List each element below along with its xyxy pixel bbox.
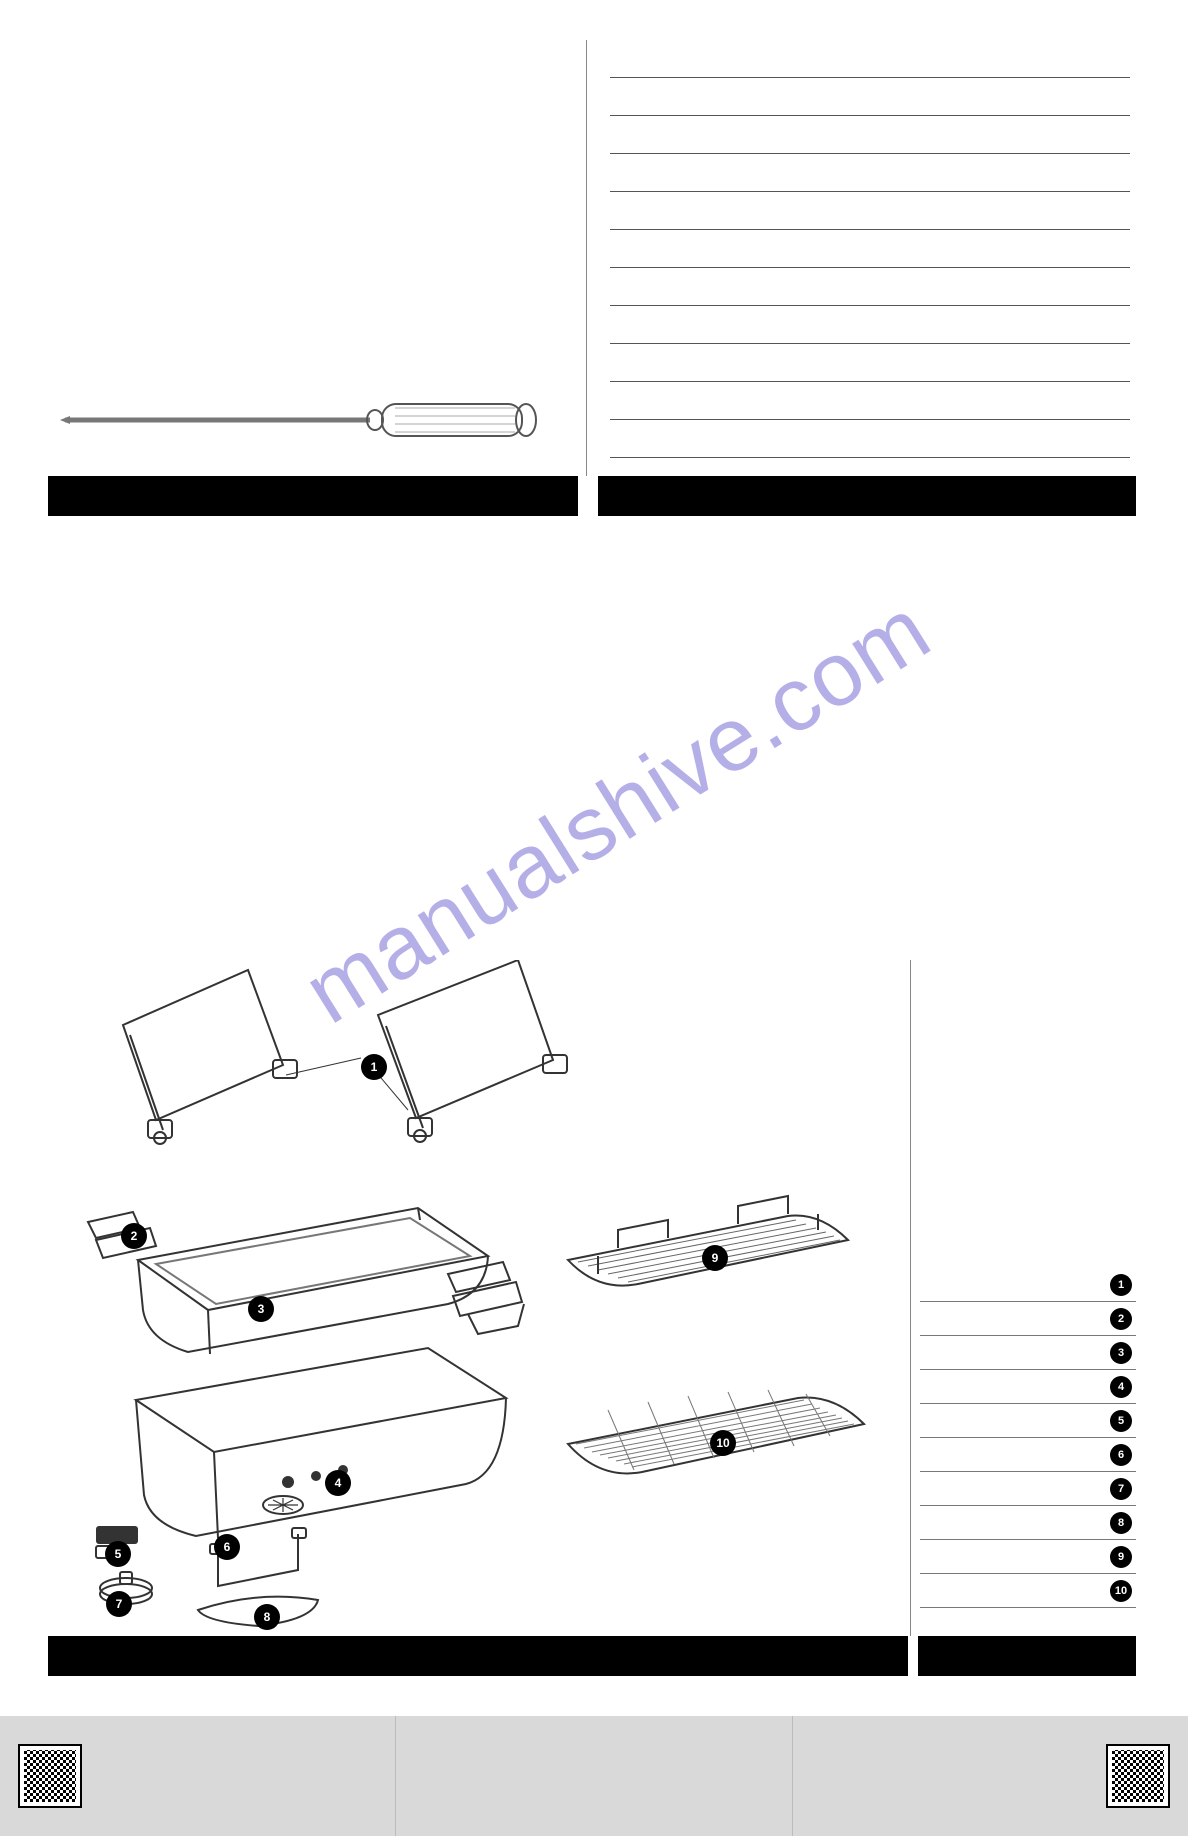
callout-charcoal-grate: 9 [702, 1245, 728, 1271]
parts-row: 9 [920, 1540, 1136, 1574]
callout-label-plate: 5 [105, 1541, 131, 1567]
section-bar-parts [918, 1636, 1136, 1676]
toc-row [610, 382, 1130, 420]
callout-lid-handle: 8 [254, 1604, 280, 1630]
qr-code-left [20, 1746, 80, 1806]
toc-row [610, 192, 1130, 230]
section-bar-tools [48, 476, 578, 516]
callout-legs: 1 [361, 1054, 387, 1080]
parts-row: 6 [920, 1438, 1136, 1472]
callout-bracket: 6 [214, 1534, 240, 1560]
toc-row [610, 78, 1130, 116]
toc-row [610, 40, 1130, 78]
parts-row: 3 [920, 1336, 1136, 1370]
parts-row: 10 [920, 1574, 1136, 1608]
parts-row: 1 [920, 1268, 1136, 1302]
footer-middle [396, 1716, 792, 1836]
screwdriver-illustration [60, 390, 540, 450]
toc-row [610, 230, 1130, 268]
toc-row [610, 154, 1130, 192]
parts-row: 2 [920, 1302, 1136, 1336]
table-of-contents [610, 40, 1130, 458]
callout-cooking-grate: 10 [710, 1430, 736, 1456]
toc-row [610, 268, 1130, 306]
callout-ash-cap: 7 [106, 1591, 132, 1617]
exploded-parts-diagram [48, 960, 928, 1640]
parts-row: 7 [920, 1472, 1136, 1506]
toc-row [610, 420, 1130, 458]
column-divider-top [586, 40, 587, 476]
footer-right [793, 1716, 1188, 1836]
parts-row: 8 [920, 1506, 1136, 1540]
footer-left [0, 1716, 396, 1836]
section-bar-toc [598, 476, 1136, 516]
page-footer [0, 1716, 1188, 1836]
toc-row [610, 344, 1130, 382]
parts-row: 4 [920, 1370, 1136, 1404]
toc-row [610, 306, 1130, 344]
parts-list: 1 2 3 4 5 6 7 8 9 10 [920, 1268, 1136, 1608]
parts-row: 5 [920, 1404, 1136, 1438]
qr-code-right [1108, 1746, 1168, 1806]
toc-row [610, 116, 1130, 154]
callout-hinge-left: 2 [121, 1223, 147, 1249]
section-bar-diagram [48, 1636, 908, 1676]
callout-bowl: 4 [325, 1470, 351, 1496]
callout-lid: 3 [248, 1296, 274, 1322]
